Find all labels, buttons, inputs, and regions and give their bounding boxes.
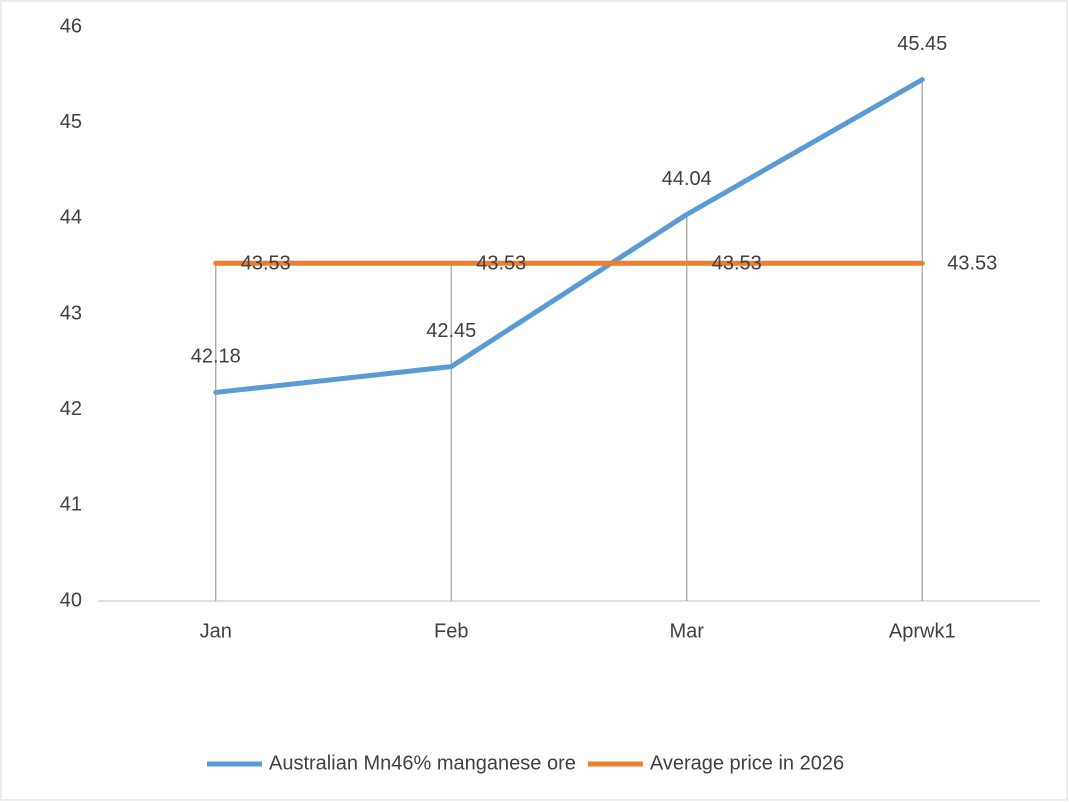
y-tick-label: 44 [60, 207, 82, 229]
data-label: 42.45 [426, 320, 476, 342]
data-label: 43.53 [476, 253, 526, 275]
x-tick-label: Jan [200, 620, 232, 642]
data-label: 42.18 [191, 346, 241, 368]
y-tick-label: 46 [60, 15, 82, 37]
x-tick-label: Feb [434, 620, 468, 642]
x-tick-label: Aprwk1 [889, 620, 956, 642]
series-line [213, 77, 925, 395]
data-label: 43.53 [241, 253, 291, 275]
data-label: 43.53 [947, 253, 997, 275]
y-tick-label: 40 [60, 589, 82, 611]
y-tick-label: 45 [60, 111, 82, 133]
data-label: 43.53 [712, 253, 762, 275]
y-tick-label: 43 [60, 302, 82, 324]
legend: Australian Mn46% manganese ore Average pr… [207, 752, 844, 774]
data-label: 45.45 [897, 33, 947, 55]
legend-label: Australian Mn46% manganese ore [269, 752, 576, 774]
legend-label: Average price in 2026 [650, 752, 844, 774]
y-tick-label: 42 [60, 398, 82, 420]
x-tick-label: Mar [670, 620, 705, 642]
data-label: 44.04 [662, 168, 712, 190]
y-tick-label: 41 [60, 494, 82, 516]
